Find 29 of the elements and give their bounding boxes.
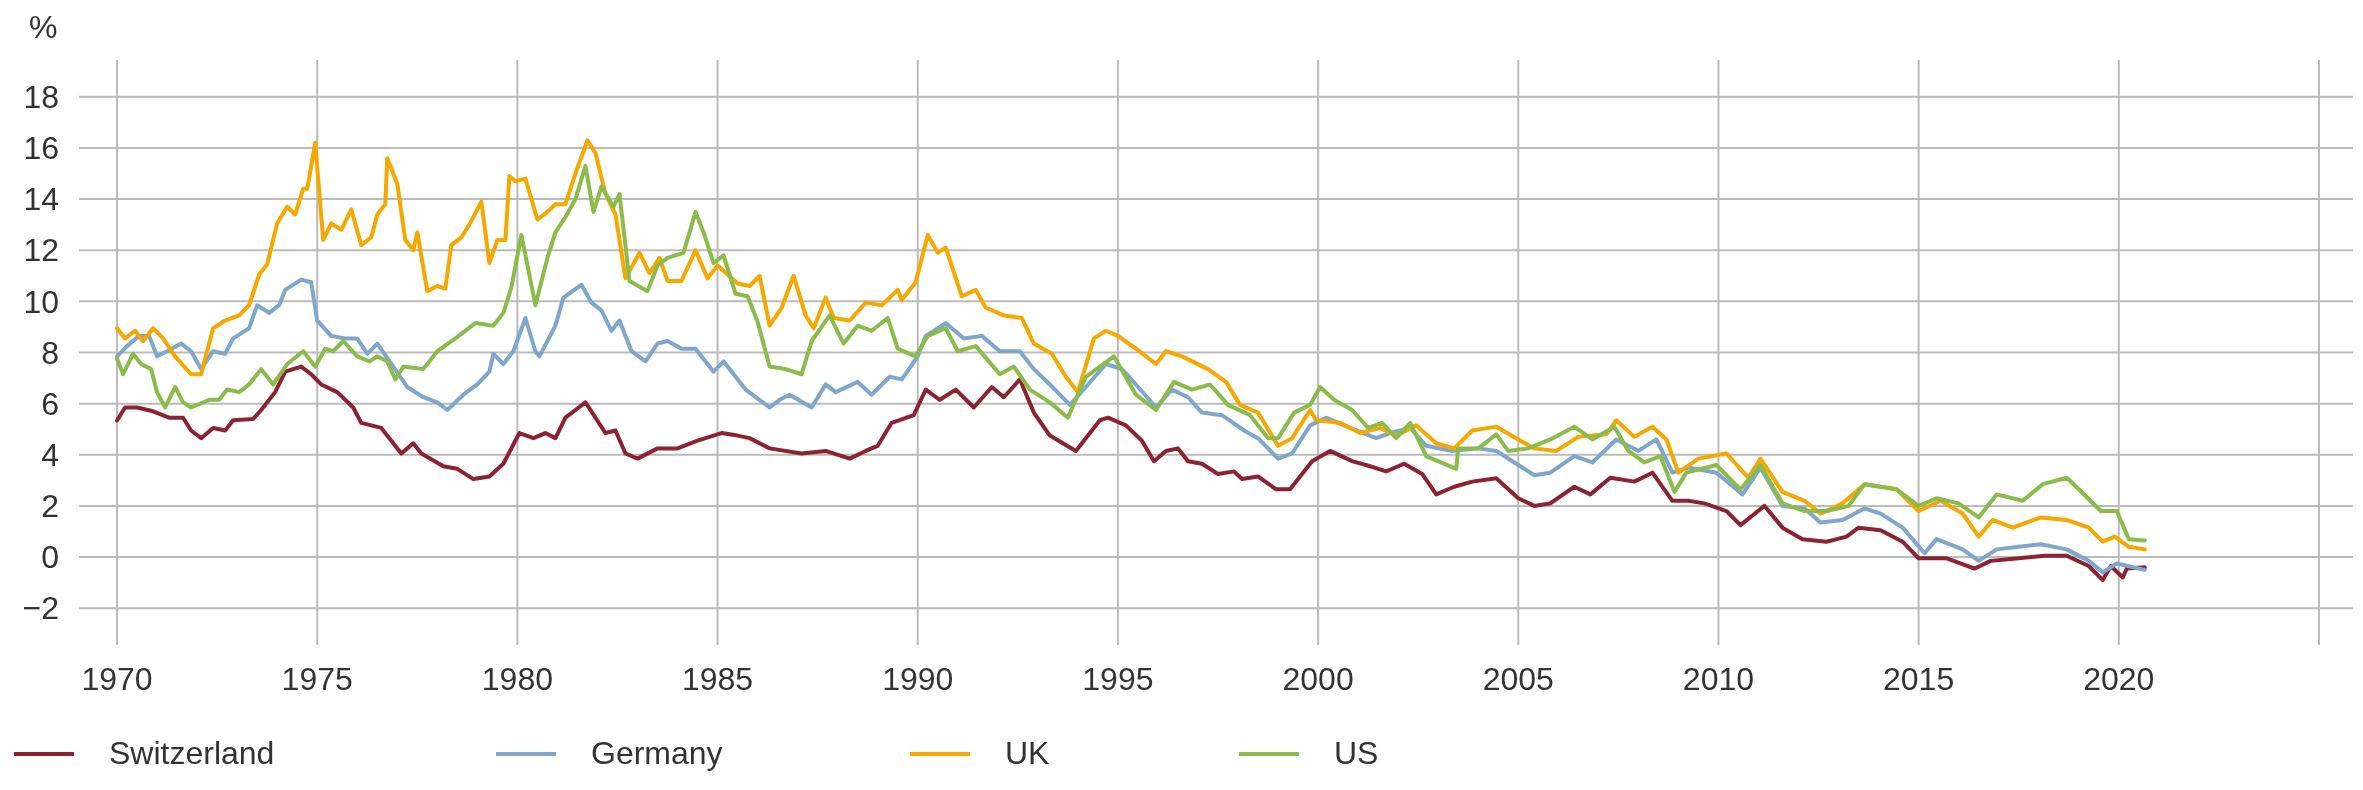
legend-label: US bbox=[1334, 735, 1379, 771]
y-axis-title: % bbox=[29, 9, 58, 45]
y-tick-label: 10 bbox=[23, 283, 59, 320]
legend-label: Switzerland bbox=[109, 735, 275, 771]
y-tick-label: −2 bbox=[22, 590, 59, 627]
x-tick-label: 2010 bbox=[1682, 661, 1755, 697]
x-tick-label: 2020 bbox=[2083, 661, 2155, 697]
x-tick-label: 1980 bbox=[481, 661, 553, 697]
x-tick-label: 2015 bbox=[1883, 661, 1955, 697]
legend-label: Germany bbox=[591, 735, 723, 771]
y-tick-label: 4 bbox=[41, 436, 59, 473]
y-tick-label: 14 bbox=[23, 181, 59, 218]
y-tick-label: 8 bbox=[41, 334, 59, 371]
line-series bbox=[115, 364, 2147, 583]
y-tick-label: 12 bbox=[23, 232, 59, 269]
x-tick-label: 1990 bbox=[882, 661, 954, 697]
y-tick-label: 6 bbox=[41, 385, 59, 422]
x-tick-label: 2000 bbox=[1282, 661, 1354, 697]
legend-label: UK bbox=[1005, 735, 1050, 771]
x-tick-label: 1970 bbox=[81, 661, 153, 697]
line-series bbox=[115, 277, 2147, 575]
y-tick-label: 16 bbox=[23, 130, 59, 167]
y-tick-label: 0 bbox=[41, 539, 59, 576]
x-tick-label: 1985 bbox=[681, 661, 754, 697]
y-tick-label: 2 bbox=[41, 488, 59, 525]
x-tick-label: 1975 bbox=[281, 661, 353, 697]
y-tick-label: 18 bbox=[23, 79, 59, 116]
x-tick-label: 1995 bbox=[1082, 661, 1154, 697]
x-tick-label: 2005 bbox=[1482, 661, 1554, 697]
